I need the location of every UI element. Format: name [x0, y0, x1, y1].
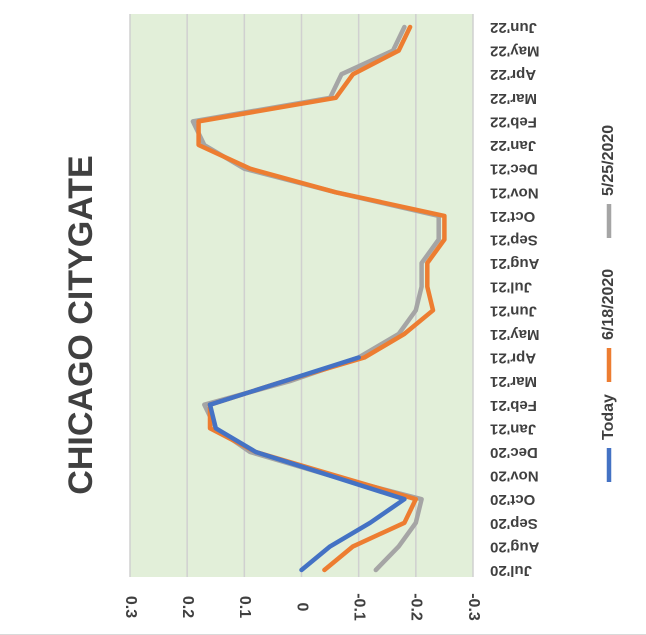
category-tick-label: Feb'22: [490, 113, 537, 130]
category-tick-label: Nov'20: [490, 468, 539, 485]
category-tick-label: May'21: [490, 326, 539, 343]
legend-label: 6/18/2020: [600, 269, 617, 340]
category-tick-label: Oct'20: [490, 491, 535, 508]
value-tick-label: -0.2: [408, 593, 425, 621]
value-axis-ticks: 0.3 0.2 0.1 0 -0.1 -0.2 -0.3: [122, 593, 482, 621]
legend: Today 6/18/2020 5/25/2020: [600, 125, 617, 482]
value-tick-label: -0.3: [465, 593, 482, 621]
gridlines: [129, 14, 474, 577]
category-tick-label: Oct'21: [490, 208, 535, 225]
category-tick-label: May'22: [490, 43, 539, 60]
category-tick-label: Apr'22: [490, 66, 536, 83]
category-tick-label: Mar'22: [490, 90, 537, 107]
category-axis-ticks: Jul'20 Aug'20 Sep'20 Oct'20 Nov'20 Dec'20 Jan'…: [490, 19, 539, 579]
value-tick-label: 0.2: [179, 596, 196, 618]
category-tick-label: Jul'21: [490, 279, 532, 296]
category-tick-label: Aug'20: [490, 538, 539, 555]
series-lines: [190, 24, 447, 573]
value-tick-label: 0.3: [122, 596, 139, 618]
category-tick-label: Sep'21: [490, 232, 538, 249]
category-tick-label: Nov'21: [490, 184, 539, 201]
category-tick-label: Mar'21: [490, 373, 537, 390]
category-tick-label: Dec'21: [490, 161, 538, 178]
category-tick-label: Aug'21: [490, 255, 539, 272]
category-tick-label: Jan'22: [490, 137, 536, 154]
legend-label: Today: [600, 394, 617, 440]
category-tick-label: Jun'22: [490, 19, 537, 36]
category-tick-label: Jan'21: [490, 420, 536, 437]
series-line-today: [207, 355, 407, 573]
category-tick-label: Dec'20: [490, 444, 538, 461]
chart-title: CHICAGO CITYGATE: [62, 155, 100, 494]
value-tick-label: 0.1: [236, 596, 253, 618]
category-tick-label: Sep'20: [490, 515, 538, 532]
category-tick-label: Jun'21: [490, 302, 537, 319]
value-tick-label: -0.1: [350, 593, 367, 621]
category-tick-label: Feb'21: [490, 397, 537, 414]
category-tick-label: Jul'20: [490, 562, 532, 579]
category-tick-label: Apr'21: [490, 350, 536, 367]
legend-label: 5/25/2020: [600, 125, 617, 196]
value-tick-label: 0: [293, 603, 310, 612]
